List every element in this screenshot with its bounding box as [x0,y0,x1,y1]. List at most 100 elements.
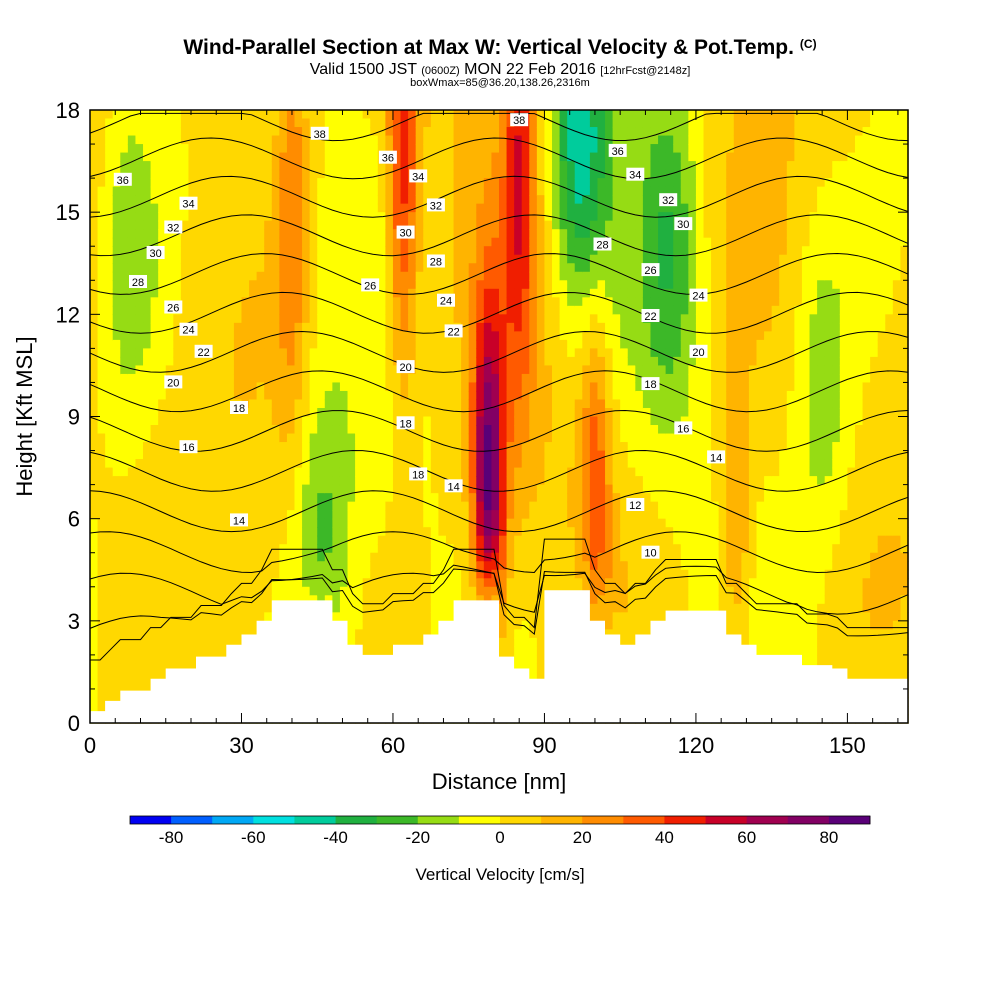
velocity-cell [317,229,326,239]
velocity-cell [112,646,121,656]
velocity-cell [180,339,190,350]
velocity-cell [241,237,250,247]
velocity-cell [582,510,591,520]
velocity-cell [203,331,212,341]
velocity-cell [392,586,402,596]
velocity-cell [143,637,152,648]
velocity-cell [127,416,137,426]
velocity-cell [173,229,182,239]
velocity-cell [574,365,584,375]
velocity-cell [589,110,599,120]
velocity-cell [430,237,440,247]
velocity-cell [491,135,500,145]
velocity-cell [605,535,614,545]
velocity-cell [105,688,114,699]
velocity-cell [544,127,553,137]
velocity-cell [97,425,106,435]
velocity-cell [385,484,394,494]
velocity-cell [536,246,546,256]
velocity-cell [218,314,228,324]
velocity-cell [211,280,220,290]
velocity-cell [521,263,530,273]
velocity-cell [226,288,235,298]
velocity-cell [196,110,205,120]
velocity-cell [165,348,175,358]
velocity-cell [453,339,462,350]
velocity-cell [453,365,462,375]
velocity-cell [173,271,182,281]
velocity-cell [264,152,273,162]
velocity-cell [286,237,296,247]
velocity-cell [385,535,394,545]
velocity-cell [377,127,387,137]
velocity-cell [218,246,228,256]
velocity-cell [203,229,212,239]
velocity-cell [529,501,538,511]
velocity-cell [226,501,235,511]
velocity-cell [203,586,212,596]
velocity-cell [468,288,477,298]
velocity-cell [279,484,288,494]
velocity-cell [150,322,159,333]
velocity-cell [514,161,523,171]
velocity-cell [370,373,379,384]
velocity-cell [589,254,599,264]
velocity-cell [188,535,197,545]
velocity-cell [536,459,546,469]
velocity-cell [135,331,144,341]
velocity-cell [249,552,258,562]
velocity-cell [536,442,546,452]
velocity-cell [196,544,205,554]
velocity-cell [120,586,129,596]
velocity-cell [294,322,303,333]
velocity-cell [529,178,538,188]
velocity-cell [324,459,334,469]
velocity-cell [127,203,137,213]
velocity-cell [506,535,515,545]
velocity-cell [196,161,205,171]
velocity-cell [355,493,364,503]
velocity-cell [317,195,326,205]
velocity-cell [165,144,175,154]
velocity-cell [567,127,576,137]
velocity-cell [279,552,288,562]
velocity-cell [521,535,530,545]
velocity-cell [476,433,485,443]
velocity-cell [355,152,364,162]
velocity-cell [302,578,311,588]
velocity-cell [499,484,508,494]
velocity-cell [233,314,243,324]
velocity-cell [400,407,409,418]
velocity-cell [105,161,114,171]
velocity-cell [112,680,121,690]
velocity-cell [423,390,432,401]
velocity-cell [302,365,311,375]
velocity-cell [180,416,190,426]
velocity-cell [339,246,349,256]
velocity-cell [468,229,477,239]
velocity-cell [135,535,144,545]
velocity-cell [597,322,606,333]
velocity-cell [264,118,273,128]
velocity-cell [256,603,265,614]
velocity-cell [491,569,500,579]
velocity-cell [521,416,530,426]
velocity-cell [120,518,129,528]
velocity-cell [567,280,576,290]
velocity-cell [256,493,265,503]
velocity-cell [90,348,99,358]
velocity-cell [415,348,424,358]
velocity-cell [605,271,614,281]
velocity-cell [415,484,424,494]
velocity-cell [105,501,114,511]
velocity-cell [256,544,265,554]
velocity-cell [461,510,470,520]
velocity-cell [196,561,205,571]
velocity-cell [445,203,455,213]
velocity-cell [317,331,326,341]
velocity-cell [264,297,273,307]
velocity-cell [264,169,273,179]
velocity-cell [476,493,485,503]
velocity-cell [173,493,182,503]
velocity-cell [286,407,296,418]
